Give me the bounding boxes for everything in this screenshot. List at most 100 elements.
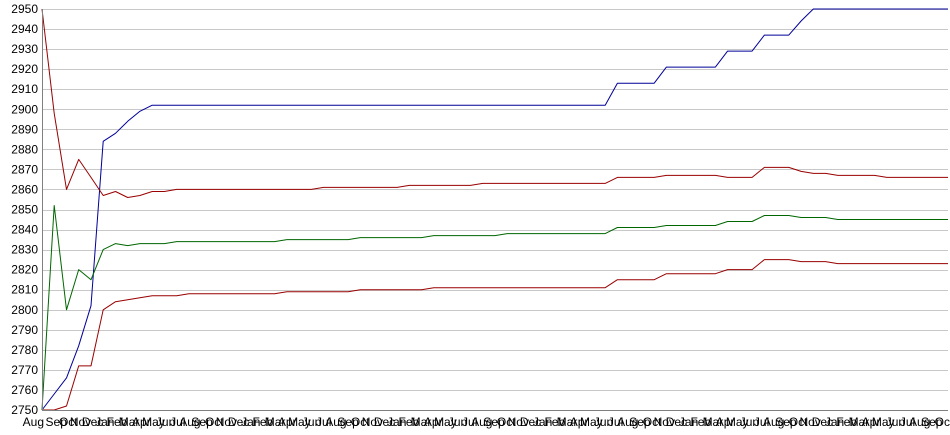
y-tick-label: 2900	[11, 102, 38, 116]
x-tick-label: Sep	[337, 415, 359, 429]
x-tick-label: Jun	[156, 415, 175, 429]
x-tick-label: Mar	[703, 415, 724, 429]
x-tick-label: Jul	[316, 415, 331, 429]
x-tick-label: Oct	[497, 415, 516, 429]
x-tick-label: Apr	[862, 415, 881, 429]
x-tick-label: Aug	[325, 415, 346, 429]
x-tick-label: Nov	[654, 415, 675, 429]
x-tick-label: Oct	[59, 415, 78, 429]
x-tick-label: Sep	[921, 415, 943, 429]
series-line-4	[42, 259, 948, 411]
x-tick-label: Mar	[265, 415, 286, 429]
y-tick-label: 2860	[11, 182, 38, 196]
x-tick-label: Jun	[302, 415, 321, 429]
x-tick-label: Jul	[170, 415, 185, 429]
x-tick-label: Dec	[82, 415, 103, 429]
x-tick-label: Nov	[216, 415, 237, 429]
y-tick-label: 2920	[11, 62, 38, 76]
x-tick-label: Feb	[399, 415, 420, 429]
x-tick-label: Oct	[789, 415, 808, 429]
y-axis-tick-labels: 2750 2760 2770 2780 2790 2800 2810 2820 2830 2840…	[11, 2, 38, 417]
y-tick-label: 2950	[11, 2, 38, 16]
x-tick-label: Jan	[825, 415, 844, 429]
x-tick-label: Jan	[387, 415, 406, 429]
x-tick-label: Jan	[241, 415, 260, 429]
x-tick-label: Jul	[754, 415, 769, 429]
x-tick-label: Sep	[775, 415, 797, 429]
y-tick-label: 2810	[11, 283, 38, 297]
x-tick-label: Aug	[179, 415, 200, 429]
x-tick-label: Feb	[836, 415, 857, 429]
x-tick-label: Aug	[23, 415, 44, 429]
x-tick-label: Mar	[849, 415, 870, 429]
x-tick-label: Feb	[253, 415, 274, 429]
y-tick-label: 2890	[11, 122, 38, 136]
series-line-2	[41, 8, 948, 198]
y-tick-label: 2800	[11, 303, 38, 317]
x-tick-label: Dec	[228, 415, 249, 429]
y-tick-label: 2830	[11, 243, 38, 257]
y-tick-label: 2760	[11, 383, 38, 397]
x-tick-label: Jan	[95, 415, 114, 429]
y-tick-label: 2780	[11, 343, 38, 357]
y-tick-label: 2750	[11, 403, 38, 417]
x-tick-label: Nov	[508, 415, 529, 429]
y-tick-label: 2870	[11, 162, 38, 176]
y-tick-label: 2850	[11, 203, 38, 217]
y-tick-label: 2880	[11, 142, 38, 156]
x-tick-label: Feb	[690, 415, 711, 429]
x-tick-label: Sep	[191, 415, 213, 429]
x-tick-label: Dec	[666, 415, 687, 429]
x-tick-label: Dec	[812, 415, 833, 429]
x-tick-label: Nov	[800, 415, 821, 429]
x-tick-label: Aug	[471, 415, 492, 429]
x-tick-label: May	[872, 415, 895, 429]
x-tick-label: May	[580, 415, 603, 429]
x-tick-label: Jun	[886, 415, 905, 429]
series-line-3	[41, 205, 948, 411]
x-tick-label: Feb	[544, 415, 565, 429]
x-tick-label: Jul	[462, 415, 477, 429]
x-axis-tick-labels: Aug SepOctNovDecJanFebMarAprMayJunJulAugS…	[23, 415, 950, 429]
y-tick-label: 2840	[11, 223, 38, 237]
x-tick-label: May	[142, 415, 165, 429]
x-tick-label: Mar	[119, 415, 140, 429]
x-tick-label: Aug	[909, 415, 930, 429]
x-tick-label: Aug	[617, 415, 638, 429]
x-tick-label: May	[434, 415, 457, 429]
y-tick-label: 2770	[11, 363, 38, 377]
x-tick-label: Jun	[740, 415, 759, 429]
y-tick-label: 2930	[11, 42, 38, 56]
y-tick-label: 2910	[11, 82, 38, 96]
x-tick-label: Apr	[716, 415, 735, 429]
x-tick-label: Oct	[205, 415, 224, 429]
x-tick-label: Sep	[46, 415, 68, 429]
x-tick-label: Jul	[608, 415, 623, 429]
y-tick-label: 2790	[11, 323, 38, 337]
x-tick-label: Apr	[570, 415, 589, 429]
x-tick-label: Apr	[278, 415, 297, 429]
x-tick-label: Jun	[448, 415, 467, 429]
x-tick-label: Mar	[557, 415, 578, 429]
x-tick-label: Nov	[362, 415, 383, 429]
x-tick-label: May	[288, 415, 311, 429]
x-tick-label: Dec	[520, 415, 541, 429]
x-tick-label: Jun	[594, 415, 613, 429]
x-tick-label: Jan	[533, 415, 552, 429]
x-tick-label: Jul	[900, 415, 915, 429]
gridlines	[42, 9, 948, 411]
x-tick-label: Oct	[935, 415, 950, 429]
series-lines	[41, 8, 948, 411]
x-tick-label: Mar	[411, 415, 432, 429]
x-tick-label: Dec	[374, 415, 395, 429]
x-tick-label: Aug	[763, 415, 784, 429]
x-tick-label: Jan	[679, 415, 698, 429]
x-tick-label: Sep	[483, 415, 505, 429]
x-tick-label: Oct	[351, 415, 370, 429]
x-tick-label: Apr	[424, 415, 443, 429]
x-tick-label: Sep	[629, 415, 651, 429]
x-tick-label: Apr	[132, 415, 151, 429]
x-tick-label: May	[726, 415, 749, 429]
x-tick-label: Oct	[643, 415, 662, 429]
